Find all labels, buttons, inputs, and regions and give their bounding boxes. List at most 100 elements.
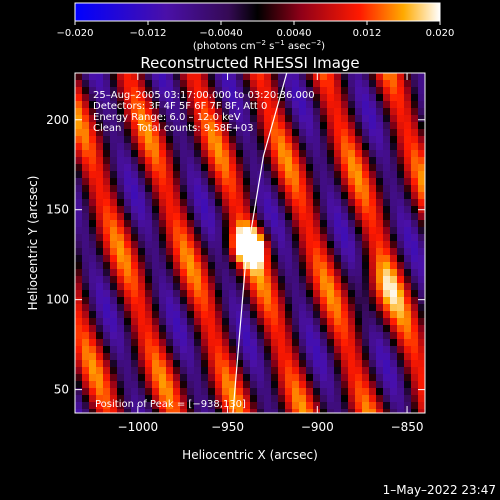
- heatmap-cell: [138, 115, 146, 123]
- heatmap-cell: [376, 227, 384, 235]
- heatmap-cell: [166, 388, 174, 396]
- heatmap-cell: [166, 381, 174, 389]
- heatmap-cell: [243, 157, 251, 165]
- heatmap-cell: [250, 122, 258, 130]
- heatmap-cell: [124, 129, 132, 137]
- heatmap-cell: [348, 360, 356, 368]
- heatmap-cell: [369, 395, 377, 403]
- heatmap-cell: [299, 108, 307, 116]
- heatmap-cell: [320, 220, 328, 228]
- heatmap-cell: [418, 283, 425, 291]
- heatmap-cell: [257, 276, 265, 284]
- heatmap-cell: [306, 129, 314, 137]
- heatmap-cell: [180, 136, 188, 144]
- heatmap-cell: [327, 150, 335, 158]
- heatmap-cell: [82, 220, 90, 228]
- heatmap-cell: [376, 150, 384, 158]
- heatmap-cell: [222, 262, 230, 270]
- heatmap-cell: [418, 136, 425, 144]
- heatmap-cell: [166, 178, 174, 186]
- heatmap-cell: [180, 346, 188, 354]
- heatmap-cell: [194, 143, 202, 151]
- heatmap-cell: [180, 227, 188, 235]
- heatmap-cell: [187, 213, 195, 221]
- heatmap-cell: [341, 241, 349, 249]
- heatmap-cell: [292, 143, 300, 151]
- heatmap-cell: [215, 108, 223, 116]
- heatmap-cell: [348, 402, 356, 410]
- heatmap-cell: [411, 262, 419, 270]
- heatmap-cell: [75, 101, 83, 109]
- heatmap-cell: [362, 360, 370, 368]
- heatmap-cell: [383, 80, 391, 88]
- heatmap-cell: [313, 374, 321, 382]
- heatmap-cell: [278, 374, 286, 382]
- heatmap-cell: [82, 367, 90, 375]
- heatmap-cell: [75, 87, 83, 95]
- heatmap-cell: [271, 381, 279, 389]
- heatmap-cell: [313, 87, 321, 95]
- heatmap-cell: [201, 290, 209, 298]
- heatmap-cell: [103, 395, 111, 403]
- heatmap-cell: [166, 297, 174, 305]
- heatmap-cell: [292, 374, 300, 382]
- heatmap-cell: [152, 346, 160, 354]
- heatmap-cell: [285, 80, 293, 88]
- heatmap-cell: [229, 143, 237, 151]
- heatmap-cell: [334, 353, 342, 361]
- heatmap-cell: [103, 122, 111, 130]
- heatmap-cell: [397, 185, 405, 193]
- heatmap-cell: [348, 192, 356, 200]
- heatmap-cell: [348, 157, 356, 165]
- heatmap-cell: [369, 402, 377, 410]
- heatmap-cell: [327, 220, 335, 228]
- heatmap-cell: [89, 283, 97, 291]
- heatmap-cell: [187, 297, 195, 305]
- heatmap-cell: [96, 150, 104, 158]
- heatmap-cell: [418, 311, 425, 319]
- heatmap-cell: [152, 409, 160, 413]
- heatmap-cell: [278, 185, 286, 193]
- heatmap-cell: [110, 381, 118, 389]
- heatmap-cell: [236, 304, 244, 312]
- heatmap-cell: [271, 157, 279, 165]
- heatmap-cell: [411, 108, 419, 116]
- heatmap-cell: [404, 318, 412, 326]
- heatmap-cell: [152, 241, 160, 249]
- heatmap-cell: [243, 150, 251, 158]
- heatmap-cell: [152, 101, 160, 109]
- heatmap-cell: [208, 262, 216, 270]
- heatmap-cell: [257, 206, 265, 214]
- heatmap-cell: [348, 325, 356, 333]
- heatmap-cell: [369, 367, 377, 375]
- heatmap-cell: [201, 409, 209, 413]
- heatmap-cell: [327, 367, 335, 375]
- heatmap-cell: [383, 283, 391, 291]
- heatmap-cell: [327, 318, 335, 326]
- heatmap-cell: [208, 353, 216, 361]
- heatmap-cell: [138, 311, 146, 319]
- heatmap-cell: [264, 80, 272, 88]
- heatmap-cell: [222, 367, 230, 375]
- heatmap-cell: [327, 353, 335, 361]
- heatmap-cell: [404, 402, 412, 410]
- heatmap-cell: [96, 283, 104, 291]
- heatmap-cell: [250, 136, 258, 144]
- heatmap-cell: [278, 157, 286, 165]
- heatmap-cell: [152, 185, 160, 193]
- heatmap-cell: [334, 220, 342, 228]
- heatmap-cell: [117, 171, 125, 179]
- heatmap-cell: [103, 402, 111, 410]
- heatmap-cell: [271, 332, 279, 340]
- heatmap-cell: [299, 220, 307, 228]
- heatmap-cell: [271, 129, 279, 137]
- heatmap-cell: [376, 143, 384, 151]
- heatmap-cell: [89, 290, 97, 298]
- heatmap-cell: [369, 206, 377, 214]
- heatmap-cell: [327, 94, 335, 102]
- heatmap-cell: [229, 80, 237, 88]
- heatmap-cell: [278, 339, 286, 347]
- heatmap-cell: [96, 122, 104, 130]
- heatmap-cell: [355, 283, 363, 291]
- heatmap-cell: [418, 171, 425, 179]
